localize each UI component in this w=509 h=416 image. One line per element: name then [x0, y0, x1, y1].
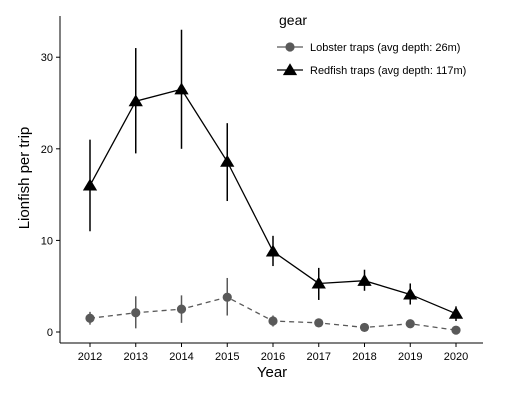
data-point — [220, 154, 235, 167]
legend-label: Lobster traps (avg depth: 26m) — [310, 42, 460, 54]
data-point — [176, 304, 187, 314]
y-ticks: 0 10 20 30 — [41, 52, 60, 339]
legend-key-marker — [285, 42, 295, 52]
data-point — [82, 178, 98, 191]
y-tick-label: 10 — [41, 235, 53, 247]
x-axis-title: Year — [257, 364, 287, 381]
series-lobster-traps — [85, 277, 461, 335]
legend-item: Lobster traps (avg depth: 26m) — [277, 42, 460, 54]
data-point — [131, 308, 141, 318]
x-tick-label: 2019 — [398, 351, 422, 363]
x-tick-label: 2012 — [78, 351, 102, 363]
data-point — [85, 313, 95, 323]
y-tick-label: 30 — [41, 52, 53, 64]
y-tick-label: 20 — [41, 144, 53, 156]
legend-label: Redfish traps (avg depth: 117m) — [310, 65, 466, 77]
legend-key-marker — [282, 63, 298, 76]
series-line — [89, 88, 457, 315]
x-tick-label: 2018 — [352, 351, 376, 363]
x-tick-label: 2013 — [124, 351, 148, 363]
x-tick-label: 2015 — [215, 351, 239, 363]
x-ticks: 2012 2013 2014 2015 2016 2017 2018 2019 2020 — [78, 343, 468, 363]
x-tick-label: 2016 — [261, 351, 285, 363]
data-point — [357, 273, 372, 286]
data-point — [174, 82, 189, 95]
legend: gear Lobster traps (avg depth: 26m) Redfi… — [277, 12, 466, 77]
y-axis-title: Lionfish per trip — [16, 127, 33, 230]
data-point — [265, 244, 281, 257]
legend-item: Redfish traps (avg depth: 117m) — [277, 63, 466, 77]
data-point — [311, 276, 326, 289]
legend-title: gear — [279, 12, 307, 28]
data-point — [128, 94, 143, 107]
data-point — [359, 322, 370, 333]
plot-marks — [82, 29, 464, 335]
legend-items: Lobster traps (avg depth: 26m) Redfish tr… — [277, 42, 466, 77]
data-point — [405, 319, 415, 329]
data-point — [268, 316, 278, 326]
data-point — [222, 292, 232, 302]
data-point — [451, 325, 461, 335]
x-tick-label: 2020 — [444, 351, 468, 363]
data-point — [314, 318, 324, 328]
data-point — [403, 287, 418, 300]
x-tick-label: 2017 — [307, 351, 331, 363]
y-tick-label: 0 — [47, 327, 53, 339]
x-tick-label: 2014 — [169, 351, 193, 363]
series-redfish-traps — [82, 29, 464, 322]
data-point — [448, 306, 464, 319]
